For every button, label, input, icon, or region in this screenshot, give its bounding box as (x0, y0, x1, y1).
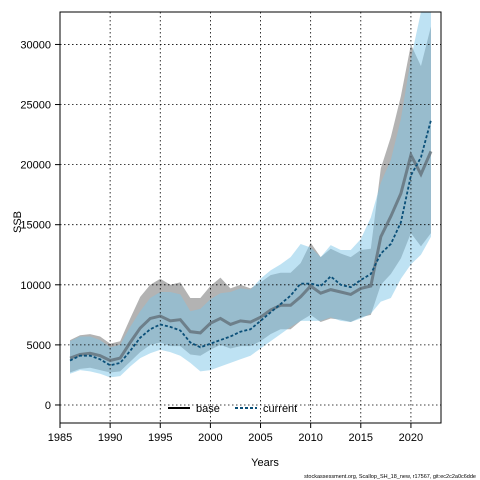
y-tick-label: 5000 (27, 340, 51, 352)
y-tick-label: 10000 (20, 280, 51, 292)
x-tick-label: 2020 (399, 432, 423, 444)
legend-label-current: current (263, 403, 297, 415)
y-tick-label: 25000 (20, 100, 51, 112)
y-tick-label: 20000 (20, 160, 51, 172)
x-tick-label: 1995 (148, 432, 172, 444)
y-axis: 0 5000 10000 15000 20000 25000 30000 (20, 39, 60, 412)
x-tick-label: 1985 (48, 432, 72, 444)
y-tick-label: 0 (45, 400, 51, 412)
x-tick-label: 2010 (298, 432, 322, 444)
line-current (69, 119, 432, 367)
footnote: stockassessment.org, Scallop_SH_18_new, … (304, 474, 476, 480)
x-tick-label: 1990 (98, 432, 122, 444)
x-axis: 1985 1990 1995 2000 2005 2010 2015 2020 (48, 423, 423, 444)
confidence-bands (70, 12, 431, 378)
legend: base current (168, 403, 297, 415)
y-axis-title: SSB (12, 211, 24, 233)
x-axis-title: Years (251, 457, 279, 469)
line-base (69, 150, 433, 363)
y-tick-label: 15000 (20, 220, 51, 232)
x-tick-label: 2015 (349, 432, 373, 444)
x-tick-label: 2000 (198, 432, 222, 444)
series-lines (69, 119, 433, 367)
legend-label-base: base (196, 403, 220, 415)
x-tick-label: 2005 (248, 432, 272, 444)
plot-frame (59, 11, 442, 424)
y-tick-label: 30000 (20, 39, 51, 51)
band-current (70, 12, 431, 378)
